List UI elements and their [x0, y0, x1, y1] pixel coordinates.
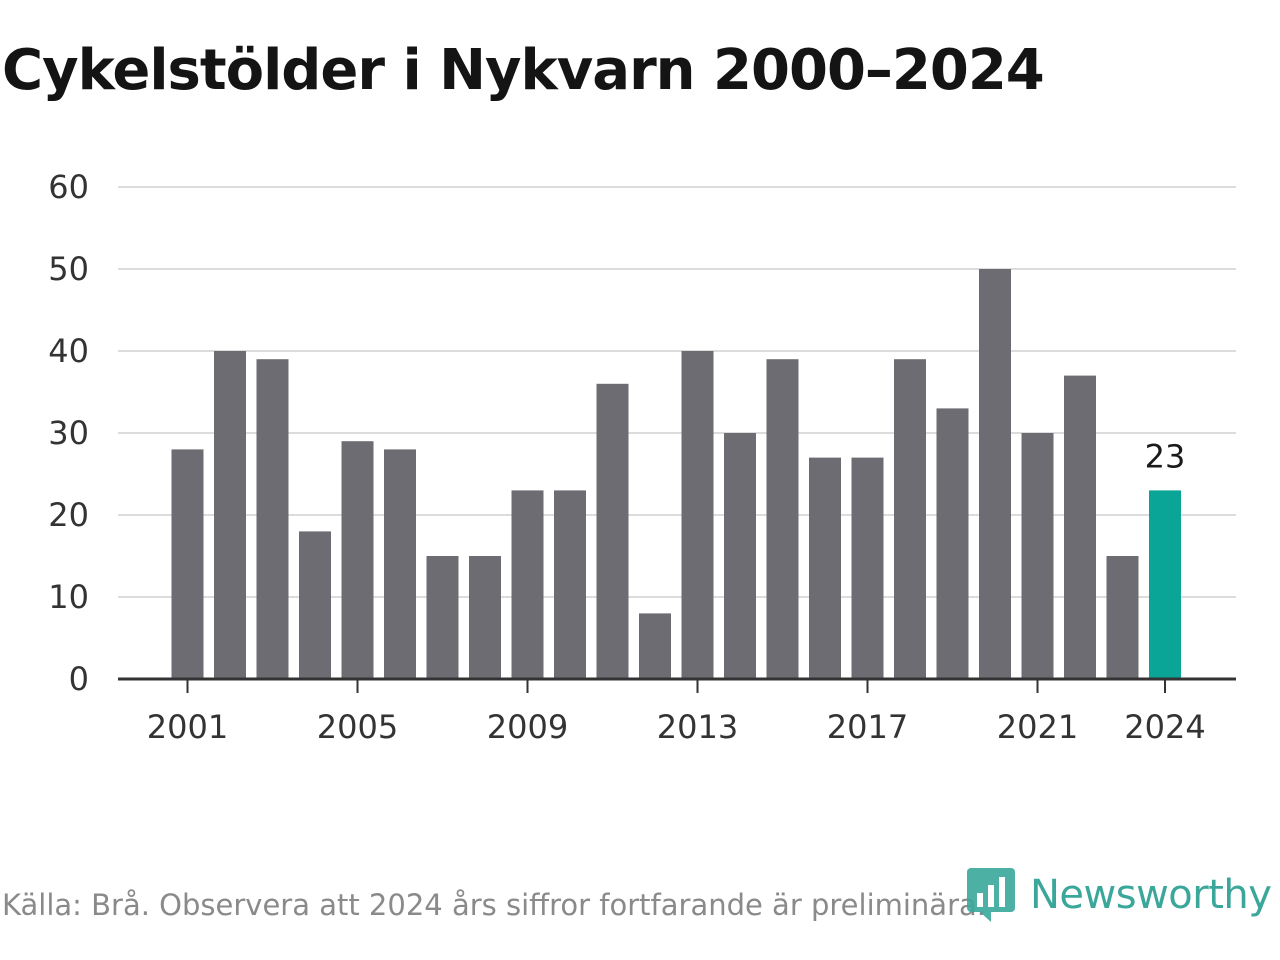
x-tick-label: 2005 — [317, 708, 398, 746]
chart-title: Cykelstölder i Nykvarn 2000–2024 — [2, 38, 1045, 103]
y-tick-label: 50 — [48, 250, 89, 288]
bar-2020 — [979, 269, 1011, 679]
brand-name: Newsworthy — [1030, 872, 1272, 918]
bar-2023 — [1106, 556, 1139, 679]
bar-2002 — [214, 351, 246, 679]
bar-2022 — [1064, 375, 1096, 679]
bar-2008 — [469, 556, 501, 679]
data-label-2024: 23 — [1145, 437, 1186, 475]
y-tick-label: 20 — [48, 496, 89, 534]
bar-2021 — [1021, 433, 1054, 679]
y-axis-tick-labels: 0 10 20 30 40 50 60 — [48, 168, 89, 698]
bar-2014 — [724, 433, 756, 679]
bar-2012 — [639, 613, 671, 679]
x-tick-label: 2017 — [827, 708, 908, 746]
bar-2013 — [681, 351, 714, 679]
x-tick-label: 2001 — [147, 708, 228, 746]
y-tick-label: 60 — [48, 168, 89, 206]
bar-2015 — [766, 359, 799, 679]
y-tick-label: 40 — [48, 332, 89, 370]
bars — [171, 269, 1181, 679]
bar-2010 — [554, 490, 586, 679]
bar-2005 — [341, 441, 374, 679]
bar-2017 — [851, 457, 884, 679]
bar-2018 — [894, 359, 926, 679]
y-tick-label: 0 — [69, 660, 89, 698]
x-tick-label: 2009 — [487, 708, 568, 746]
y-tick-label: 30 — [48, 414, 89, 452]
x-axis-ticks: 2001 2005 2009 2013 2017 2021 2024 — [147, 679, 1206, 746]
bar-2004 — [299, 531, 331, 679]
newsworthy-logo-icon — [967, 868, 1015, 922]
source-note: Källa: Brå. Observera att 2024 års siffr… — [2, 888, 986, 922]
bar-2001 — [171, 449, 204, 679]
bar-2006 — [384, 449, 416, 679]
x-tick-label: 2013 — [657, 708, 738, 746]
bar-2024 — [1149, 490, 1181, 679]
data-labels: 23 — [1145, 437, 1186, 475]
bar-2016 — [809, 457, 841, 679]
bar-2011 — [596, 383, 629, 679]
x-tick-label: 2024 — [1124, 708, 1205, 746]
bar-2003 — [256, 359, 289, 679]
bar-2019 — [936, 408, 969, 679]
bar-2007 — [426, 556, 459, 679]
y-tick-label: 10 — [48, 578, 89, 616]
brand-logo[interactable]: Newsworthy — [966, 866, 1272, 924]
x-tick-label: 2021 — [997, 708, 1078, 746]
bar-2009 — [511, 490, 544, 679]
